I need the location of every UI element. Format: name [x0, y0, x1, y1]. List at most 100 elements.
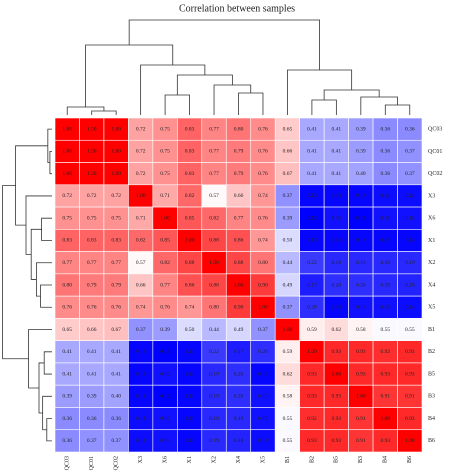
column-label: B1 [285, 456, 291, 463]
dendrogram-top [311, 99, 337, 115]
cell-label: 0.19 [380, 282, 390, 288]
cell-label: 0.15 [380, 215, 390, 221]
dendrogram-left [43, 351, 52, 375]
cell-label: 0.74 [136, 305, 146, 311]
cell-label: 0.36 [380, 149, 390, 155]
column-label: X3 [138, 456, 144, 463]
cell-label: 0.75 [160, 171, 170, 177]
cell-label: 0.74 [185, 305, 195, 311]
cell-label: 0.59 [307, 327, 317, 333]
cell-label: 0.13 [332, 193, 342, 199]
cell-label: 0.37 [283, 193, 293, 199]
cell-label: 1.00 [209, 260, 219, 266]
cell-label: 0.13 [136, 394, 146, 400]
dendrogram-top [213, 84, 252, 115]
dendrogram-top [91, 110, 117, 115]
cell-label: 0.58 [283, 394, 293, 400]
cell-label: 0.41 [62, 349, 72, 355]
dendrogram-left [25, 195, 52, 255]
cell-label: 0.19 [234, 416, 244, 422]
cell-label: 0.55 [283, 438, 293, 444]
cell-label: 1.00 [332, 371, 342, 377]
cell-label: 0.85 [160, 238, 170, 244]
cell-label: 1.00 [234, 282, 244, 288]
cell-label: 0.82 [160, 260, 170, 266]
cell-label: 0.93 [332, 394, 342, 400]
dendrogram-left [40, 284, 52, 308]
cell-label: 0.93 [356, 371, 366, 377]
cell-label: 0.14 [405, 305, 415, 311]
cell-label: 0.76 [258, 215, 268, 221]
column-label: X5 [260, 456, 266, 463]
cell-label: 0.91 [380, 394, 390, 400]
cell-label: 0.41 [111, 349, 121, 355]
cell-label: 0.49 [234, 327, 244, 333]
cell-label: 0.13 [307, 238, 317, 244]
row-label: B3 [428, 394, 435, 400]
cell-label: 0.85 [185, 215, 195, 221]
cell-label: 0.72 [136, 171, 146, 177]
cell-label: 0.93 [405, 349, 415, 355]
dendrogram-top [128, 19, 320, 70]
dendrogram-top [360, 96, 398, 115]
cell-label: 0.93 [332, 416, 342, 422]
cell-label: 0.79 [234, 149, 244, 155]
cell-label: 0.39 [87, 394, 97, 400]
cell-label: 0.71 [136, 215, 146, 221]
cell-label: 0.83 [185, 149, 195, 155]
cell-label: 0.41 [307, 171, 317, 177]
cell-label: 1.00 [111, 149, 121, 155]
cell-label: 0.13 [136, 349, 146, 355]
cell-label: 0.39 [356, 149, 366, 155]
cell-label: 0.37 [111, 438, 121, 444]
column-label: B3 [358, 456, 364, 463]
cell-label: 0.13 [185, 371, 195, 377]
column-label: X2 [211, 456, 217, 463]
cell-label: 0.19 [332, 260, 342, 266]
cell-label: 0.20 [307, 305, 317, 311]
cell-label: 0.37 [283, 305, 293, 311]
cell-label: 0.15 [258, 394, 268, 400]
cell-label: 1.00 [160, 215, 170, 221]
cell-label: 0.93 [332, 349, 342, 355]
dendrogram-left [46, 418, 52, 442]
cell-label: 0.37 [258, 327, 268, 333]
cell-label: 0.58 [356, 327, 366, 333]
cell-label: 0.19 [209, 416, 219, 422]
cell-label: 0.71 [160, 193, 170, 199]
cell-label: 0.88 [209, 282, 219, 288]
cell-label: 0.75 [62, 215, 72, 221]
cell-label: 0.67 [283, 171, 293, 177]
cell-label: 0.72 [136, 126, 146, 132]
row-label: B4 [428, 416, 435, 422]
row-label: B2 [428, 349, 435, 355]
cell-label: 0.39 [356, 126, 366, 132]
cell-label: 0.93 [380, 371, 390, 377]
cell-label: 0.66 [234, 193, 244, 199]
cell-label: 0.18 [405, 282, 415, 288]
cell-label: 0.55 [380, 327, 390, 333]
cell-label: 0.86 [185, 282, 195, 288]
cell-label: 0.83 [87, 238, 97, 244]
cell-label: 0.44 [209, 327, 219, 333]
dendrogram-left [42, 395, 52, 431]
cell-label: 0.90 [234, 305, 244, 311]
cell-label: 0.14 [136, 438, 146, 444]
cell-label: 0.13 [185, 438, 195, 444]
cell-label: 0.41 [111, 371, 121, 377]
cell-label: 0.55 [405, 327, 415, 333]
cell-label: 0.19 [209, 371, 219, 377]
cell-label: 0.13 [405, 238, 415, 244]
cell-label: 0.93 [356, 349, 366, 355]
column-label: B5 [334, 456, 340, 463]
cell-label: 0.19 [380, 260, 390, 266]
cell-label: 1.00 [185, 238, 195, 244]
cell-label: 0.74 [258, 193, 268, 199]
cell-label: 1.00 [62, 149, 72, 155]
cell-label: 0.77 [234, 215, 244, 221]
cell-label: 0.22 [307, 260, 317, 266]
cell-label: 0.80 [209, 305, 219, 311]
cell-label: 0.36 [111, 416, 121, 422]
cell-label: 0.80 [258, 260, 268, 266]
dendrogram-top [85, 44, 174, 107]
